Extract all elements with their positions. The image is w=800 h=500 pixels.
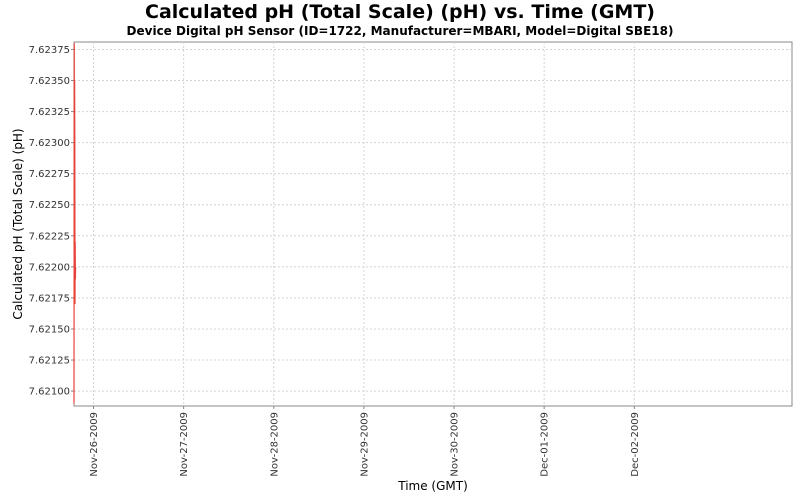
series-line [73,43,77,404]
y-tick-label: 7.62200 [29,262,70,273]
y-tick-label: 7.62375 [29,45,70,56]
x-tick-label: Nov-29-2009 [359,412,370,477]
y-axis-label: Calculated pH (Total Scale) (pH) [11,128,25,319]
chart-title: Calculated pH (Total Scale) (pH) vs. Tim… [145,1,655,23]
y-tick-label: 7.62125 [29,356,70,367]
x-axis-label: Time (GMT) [397,479,468,493]
y-tick-label: 7.62250 [29,200,70,211]
y-tick-label: 7.62225 [29,231,70,242]
x-tick-label: Dec-01-2009 [540,412,551,477]
y-tick-label: 7.62300 [29,138,70,149]
x-tick-label: Nov-30-2009 [450,412,461,477]
x-tick-label: Dec-02-2009 [630,412,641,477]
y-tick-label: 7.62350 [29,76,70,87]
chart-subtitle: Device Digital pH Sensor (ID=1722, Manuf… [126,24,674,38]
y-tick-label: 7.62150 [29,324,70,335]
x-tick-label: Nov-26-2009 [89,412,100,477]
y-tick-label: 7.62175 [29,293,70,304]
x-tick-label: Nov-28-2009 [269,412,280,477]
y-tick-label: 7.62100 [29,387,70,398]
y-tick-label: 7.62275 [29,169,70,180]
y-tick-label: 7.62325 [29,107,70,118]
series [73,43,77,404]
plot-area [73,41,793,407]
x-tick-label: Nov-27-2009 [179,412,190,477]
ticks: 7.62100 7.62125 7.62150 7.62175 7.62200 7.622… [29,45,641,477]
grid [74,42,792,406]
